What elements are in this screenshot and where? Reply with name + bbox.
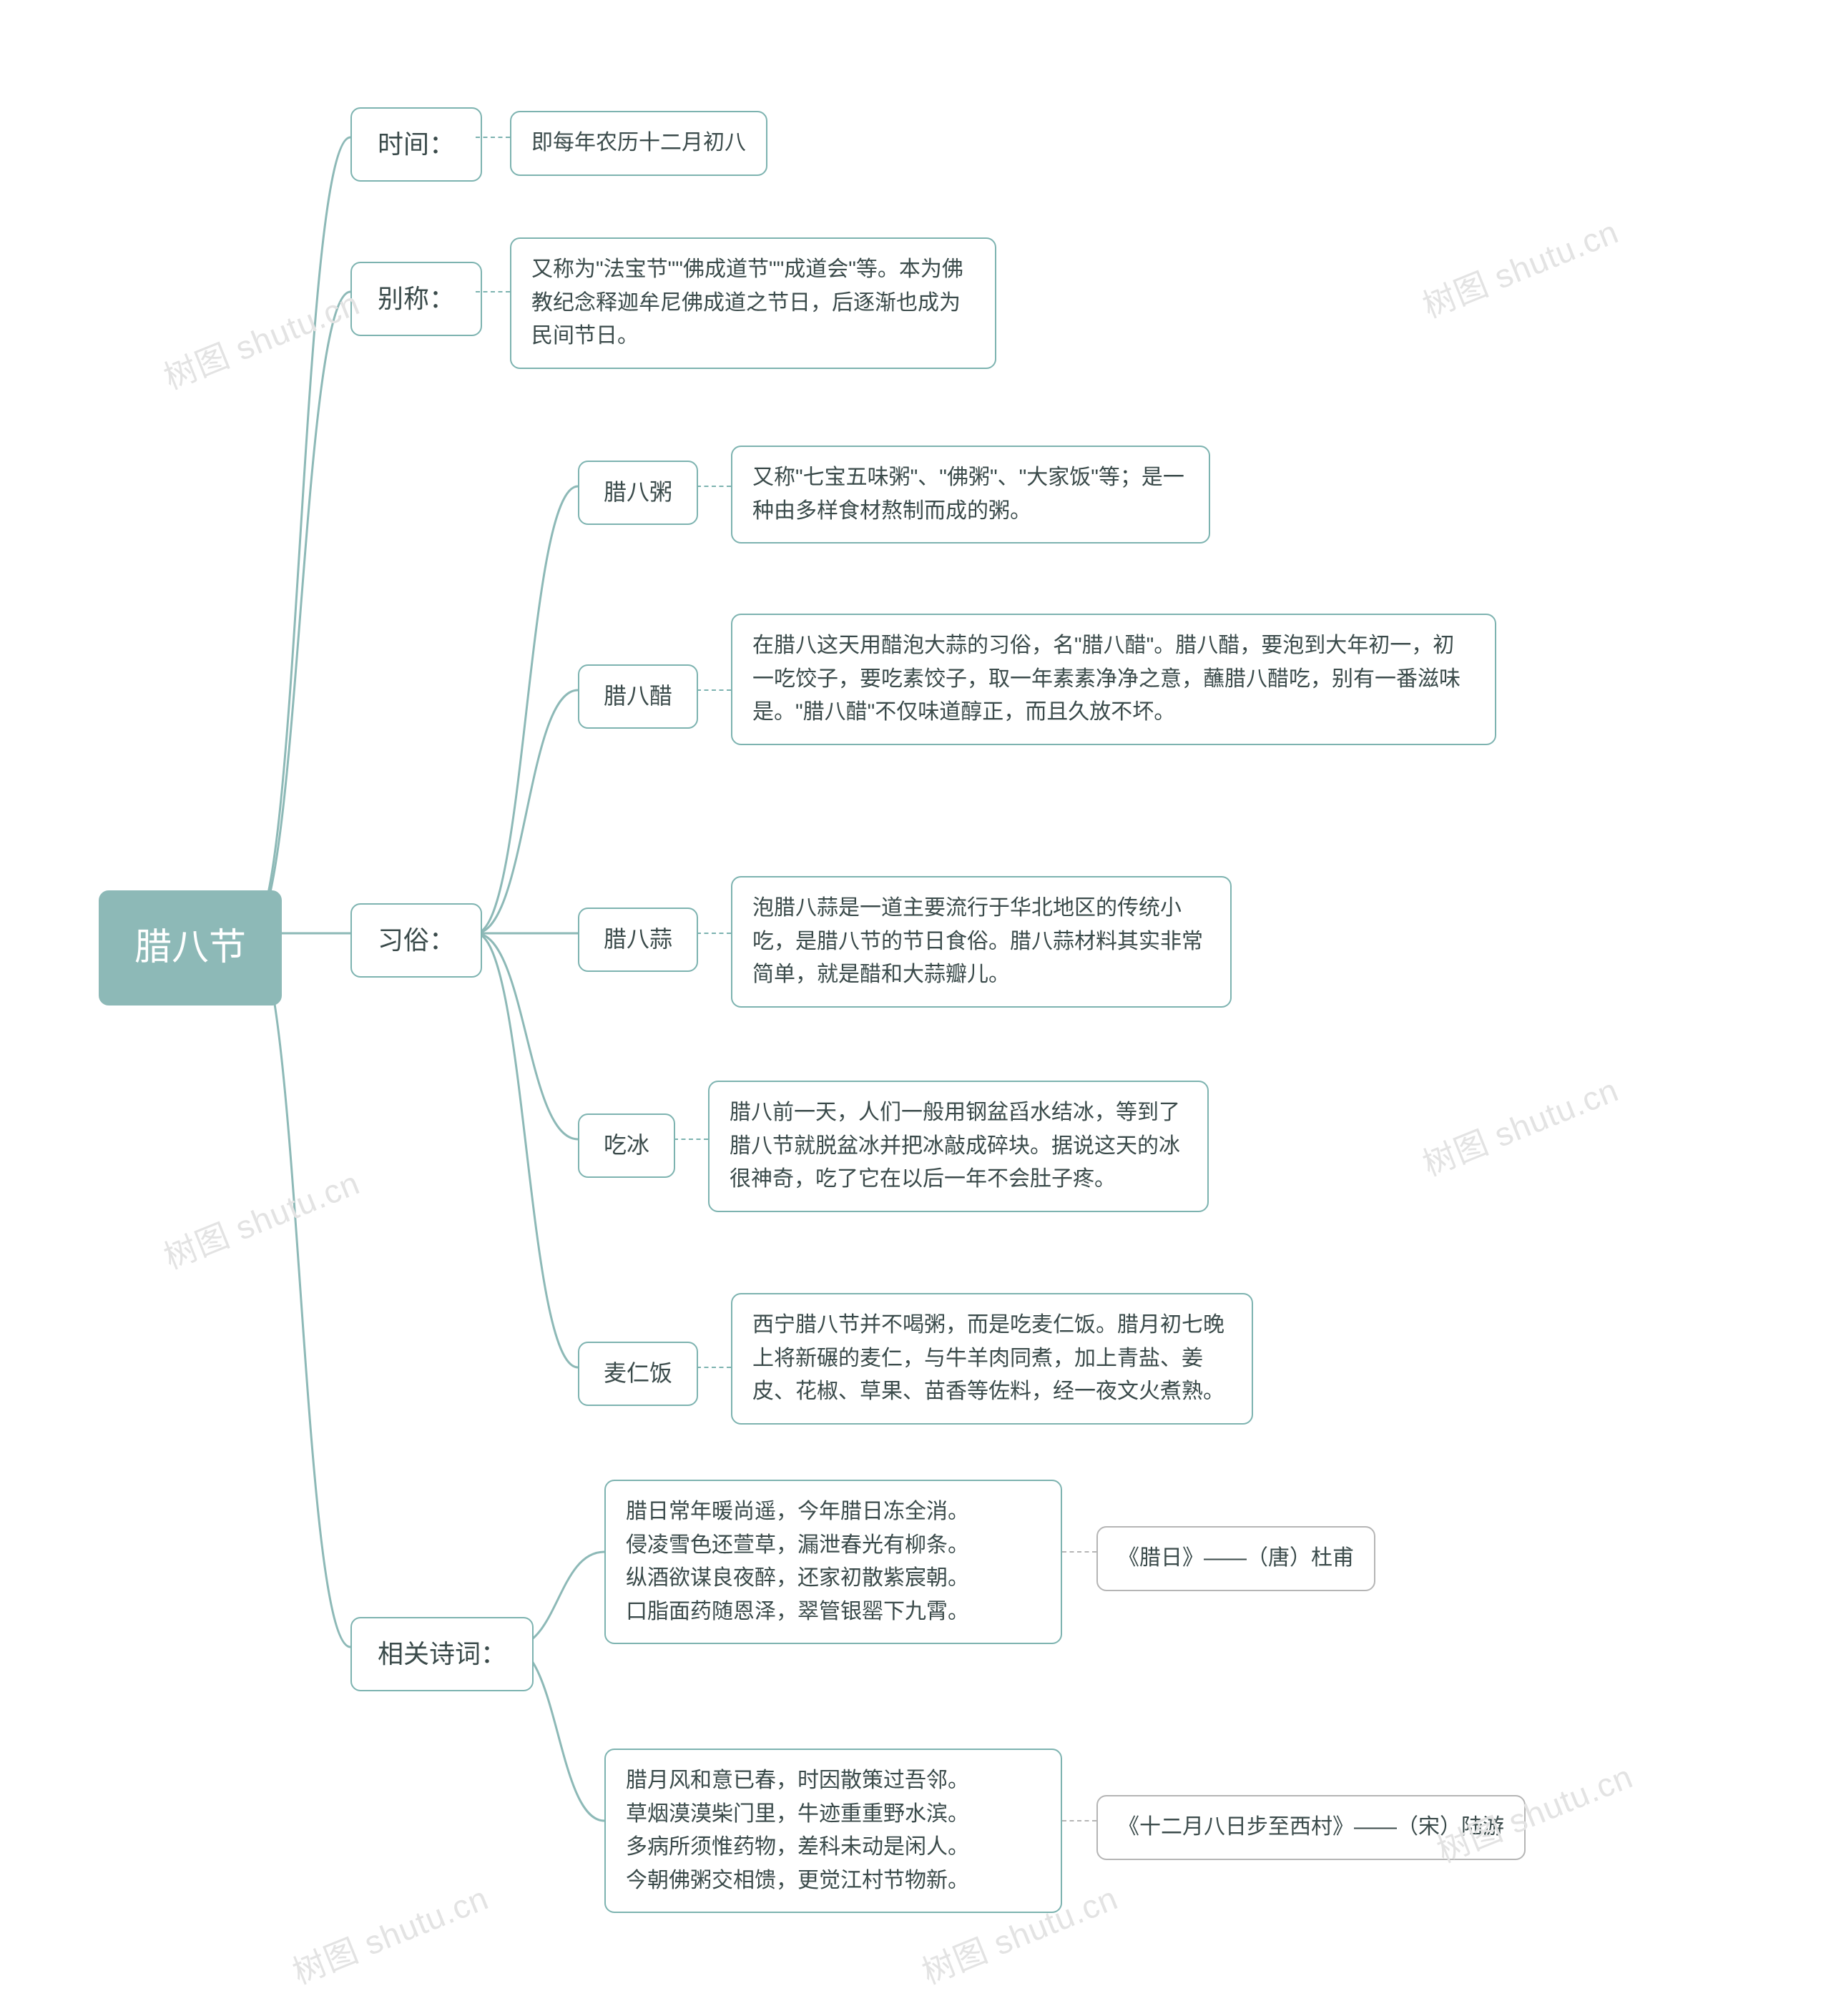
watermark: 树图 shutu.cn	[285, 1872, 494, 1994]
branch-time-label: 时间：	[378, 124, 455, 164]
leaf-wheat-text: 西宁腊八节并不喝粥，而是吃麦仁饭。腊月初七晚上将新碾的麦仁，与牛羊肉同煮，加上青…	[752, 1309, 1232, 1409]
leaf-ice-text: 腊八前一天，人们一般用钢盆舀水结冰，等到了腊八节就脱盆冰并把冰敲成碎块。据说这天…	[730, 1096, 1187, 1196]
sub-vinegar-label: 腊八醋	[604, 679, 672, 714]
branch-customs-label: 习俗：	[378, 920, 455, 960]
dash-wheat	[697, 1367, 731, 1368]
dash-time	[476, 137, 510, 138]
watermark: 树图 shutu.cn	[1415, 206, 1624, 328]
poem-1-cite-text: 《腊日》——（唐）杜甫	[1118, 1542, 1354, 1575]
sub-ice-label: 吃冰	[604, 1128, 649, 1164]
branch-customs: 习俗：	[350, 903, 482, 978]
dash-poem1	[1062, 1551, 1096, 1553]
watermark: 树图 shutu.cn	[156, 277, 365, 399]
poem-2-cite-text: 《十二月八日步至西村》——（宋）陆游	[1118, 1811, 1504, 1844]
dash-porridge	[697, 486, 731, 487]
leaf-porridge: 又称"七宝五味粥"、"佛粥"、"大家饭"等；是一种由多样食材熬制而成的粥。	[731, 446, 1210, 544]
leaf-wheat: 西宁腊八节并不喝粥，而是吃麦仁饭。腊月初七晚上将新碾的麦仁，与牛羊肉同煮，加上青…	[731, 1293, 1253, 1425]
branch-alias: 别称：	[350, 262, 482, 336]
dash-poem2	[1062, 1820, 1096, 1821]
leaf-porridge-text: 又称"七宝五味粥"、"佛粥"、"大家饭"等；是一种由多样食材熬制而成的粥。	[752, 461, 1189, 528]
leaf-alias-text: 又称为"法宝节""佛成道节""成道会"等。本为佛教纪念释迦牟尼佛成道之节日，后逐…	[531, 253, 975, 353]
leaf-garlic-text: 泡腊八蒜是一道主要流行于华北地区的传统小吃，是腊八节的节日食俗。腊八蒜材料其实非…	[752, 892, 1210, 992]
sub-garlic-label: 腊八蒜	[604, 922, 672, 958]
poem-1: 腊日常年暖尚遥，今年腊日冻全消。 侵凌雪色还萱草，漏泄春光有柳条。 纵酒欲谋良夜…	[604, 1480, 1062, 1644]
leaf-ice: 腊八前一天，人们一般用钢盆舀水结冰，等到了腊八节就脱盆冰并把冰敲成碎块。据说这天…	[708, 1081, 1209, 1212]
branch-poems-label: 相关诗词：	[378, 1634, 506, 1674]
dash-vinegar	[697, 689, 731, 691]
watermark: 树图 shutu.cn	[1415, 1064, 1624, 1186]
branch-alias-label: 别称：	[378, 279, 455, 319]
dash-alias	[476, 291, 510, 292]
sub-vinegar: 腊八醋	[578, 664, 698, 729]
leaf-alias: 又称为"法宝节""佛成道节""成道会"等。本为佛教纪念释迦牟尼佛成道之节日，后逐…	[510, 237, 996, 369]
leaf-time: 即每年农历十二月初八	[510, 111, 767, 176]
branch-poems: 相关诗词：	[350, 1617, 534, 1691]
watermark: 树图 shutu.cn	[156, 1157, 365, 1279]
leaf-garlic: 泡腊八蒜是一道主要流行于华北地区的传统小吃，是腊八节的节日食俗。腊八蒜材料其实非…	[731, 876, 1232, 1008]
leaf-time-text: 即每年农历十二月初八	[531, 127, 746, 160]
dash-garlic	[697, 933, 731, 934]
poem-1-cite: 《腊日》——（唐）杜甫	[1096, 1526, 1375, 1591]
root-node: 腊八节	[99, 890, 282, 1005]
sub-porridge-label: 腊八粥	[604, 475, 672, 511]
poem-2-cite: 《十二月八日步至西村》——（宋）陆游	[1096, 1795, 1526, 1860]
poem-2: 腊月风和意已春，时因散策过吾邻。 草烟漠漠柴门里，牛迹重重野水滨。 多病所须惟药…	[604, 1749, 1062, 1913]
branch-time: 时间：	[350, 107, 482, 182]
sub-porridge: 腊八粥	[578, 461, 698, 525]
sub-garlic: 腊八蒜	[578, 908, 698, 972]
dash-ice	[674, 1139, 708, 1140]
leaf-vinegar: 在腊八这天用醋泡大蒜的习俗，名"腊八醋"。腊八醋，要泡到大年初一，初一吃饺子，要…	[731, 614, 1496, 745]
sub-wheat-label: 麦仁饭	[604, 1356, 672, 1392]
sub-ice: 吃冰	[578, 1113, 675, 1178]
poem-1-text: 腊日常年暖尚遥，今年腊日冻全消。 侵凌雪色还萱草，漏泄春光有柳条。 纵酒欲谋良夜…	[626, 1495, 969, 1628]
leaf-vinegar-text: 在腊八这天用醋泡大蒜的习俗，名"腊八醋"。腊八醋，要泡到大年初一，初一吃饺子，要…	[752, 629, 1475, 729]
poem-2-text: 腊月风和意已春，时因散策过吾邻。 草烟漠漠柴门里，牛迹重重野水滨。 多病所须惟药…	[626, 1764, 969, 1897]
root-label: 腊八节	[134, 919, 246, 977]
sub-wheat: 麦仁饭	[578, 1342, 698, 1406]
